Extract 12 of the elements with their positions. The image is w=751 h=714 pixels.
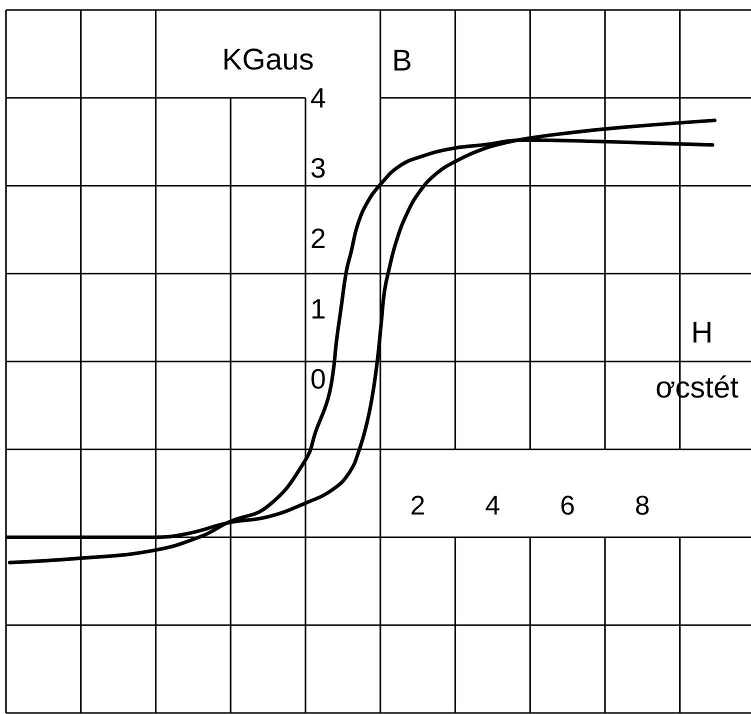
x-tick-label: 4 <box>485 490 500 520</box>
y-tick-label: 1 <box>310 293 326 324</box>
x-tick-label: 2 <box>410 490 426 520</box>
annotation: KGaus <box>222 44 314 76</box>
y-tick-label: 3 <box>310 152 326 184</box>
y-tick-label: 2 <box>310 222 326 254</box>
y-axis-title: B <box>392 44 412 78</box>
x-tick-label: 8 <box>634 490 650 520</box>
x-tick-label: 6 <box>560 490 576 520</box>
y-tick-label: 4 <box>310 82 326 114</box>
x-axis-title: H <box>691 316 713 350</box>
y-tick-label: 0 <box>310 364 326 395</box>
